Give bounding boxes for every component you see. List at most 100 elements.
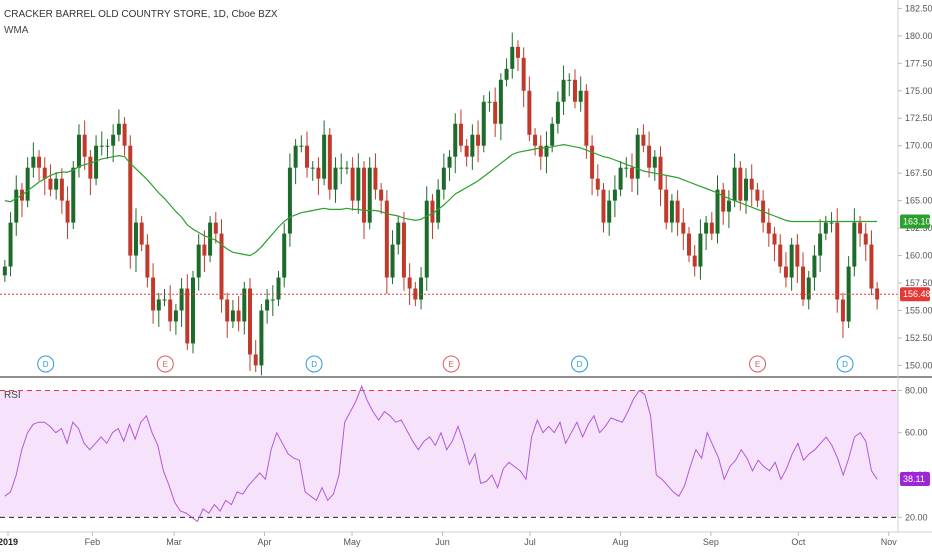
candle[interactable] — [139, 216, 144, 252]
candle[interactable] — [71, 161, 76, 230]
candle[interactable] — [282, 223, 287, 288]
candle[interactable] — [76, 124, 81, 178]
candle[interactable] — [287, 153, 292, 247]
candle[interactable] — [476, 120, 481, 163]
candle[interactable] — [265, 289, 270, 324]
candle[interactable] — [133, 208, 138, 273]
candle[interactable] — [561, 65, 566, 115]
candle[interactable] — [629, 153, 634, 192]
candle[interactable] — [407, 263, 412, 305]
candle[interactable] — [726, 190, 731, 229]
earnings-marker[interactable]: E — [442, 355, 460, 373]
candle[interactable] — [801, 252, 806, 307]
candle[interactable] — [732, 153, 737, 208]
candle[interactable] — [595, 164, 600, 197]
candle[interactable] — [487, 91, 492, 112]
candle[interactable] — [82, 120, 87, 170]
candle[interactable] — [681, 208, 686, 251]
candle[interactable] — [305, 131, 310, 178]
candle[interactable] — [339, 153, 344, 185]
candle[interactable] — [128, 135, 133, 269]
candle[interactable] — [253, 340, 258, 372]
time-axis[interactable]: 2019 Feb Mar Apr May Jun Jul Aug Sep Oct Nov — [0, 532, 897, 547]
candle[interactable] — [25, 157, 30, 208]
candle[interactable] — [116, 109, 121, 142]
candle[interactable] — [367, 157, 372, 230]
candle[interactable] — [151, 263, 156, 324]
candle[interactable] — [310, 161, 315, 181]
candle[interactable] — [230, 300, 235, 329]
candle[interactable] — [641, 124, 646, 153]
candle[interactable] — [544, 131, 549, 174]
candle[interactable] — [213, 212, 218, 244]
candle[interactable] — [430, 194, 435, 240]
candle[interactable] — [675, 190, 680, 236]
candle[interactable] — [441, 153, 446, 200]
candle[interactable] — [601, 183, 606, 233]
dividend-marker[interactable]: D — [37, 355, 55, 373]
candle[interactable] — [458, 109, 463, 153]
candle[interactable] — [709, 212, 714, 241]
dividend-marker[interactable]: D — [836, 355, 854, 373]
candle[interactable] — [766, 208, 771, 247]
candle[interactable] — [333, 157, 338, 203]
candle[interactable] — [54, 172, 59, 200]
candle[interactable] — [242, 281, 247, 335]
candle[interactable] — [316, 157, 321, 196]
candle[interactable] — [190, 270, 195, 354]
candle[interactable] — [327, 128, 332, 200]
candle[interactable] — [225, 292, 230, 338]
candle[interactable] — [669, 194, 674, 233]
candle[interactable] — [59, 168, 64, 214]
candle[interactable] — [493, 87, 498, 137]
candle[interactable] — [208, 216, 213, 263]
candle[interactable] — [755, 183, 760, 208]
candle[interactable] — [652, 150, 657, 181]
candle[interactable] — [806, 270, 811, 310]
candle[interactable] — [533, 128, 538, 156]
candle[interactable] — [749, 164, 754, 207]
candle[interactable] — [48, 164, 53, 197]
candle[interactable] — [647, 131, 652, 178]
dividend-marker[interactable]: D — [305, 355, 323, 373]
candle[interactable] — [396, 216, 401, 255]
candle[interactable] — [65, 186, 70, 240]
candle[interactable] — [612, 175, 617, 218]
candle[interactable] — [162, 289, 167, 307]
candle[interactable] — [299, 135, 304, 153]
candle[interactable] — [555, 91, 560, 134]
candle[interactable] — [869, 230, 874, 296]
rsi-label[interactable]: RSI — [4, 390, 21, 401]
candle[interactable] — [94, 135, 99, 186]
candle[interactable] — [464, 139, 469, 167]
candle[interactable] — [744, 168, 749, 214]
candle[interactable] — [384, 190, 389, 295]
candle[interactable] — [578, 76, 583, 112]
candle[interactable] — [99, 131, 104, 156]
candle[interactable] — [322, 120, 327, 186]
candle[interactable] — [88, 150, 93, 196]
candle[interactable] — [521, 47, 526, 108]
candle[interactable] — [538, 135, 543, 170]
candle[interactable] — [704, 216, 709, 251]
candle[interactable] — [527, 76, 532, 142]
price-axis[interactable]: 182.50 180.00 177.50 175.00 172.50 170.00 167.… — [898, 3, 932, 370]
candle[interactable] — [624, 157, 629, 178]
candle[interactable] — [276, 270, 281, 307]
candle[interactable] — [812, 245, 817, 291]
candle[interactable] — [145, 234, 150, 288]
candle[interactable] — [658, 146, 663, 207]
candle[interactable] — [715, 175, 720, 244]
earnings-marker[interactable]: E — [156, 355, 174, 373]
candle[interactable] — [498, 73, 503, 141]
candle[interactable] — [179, 278, 184, 327]
candle[interactable] — [567, 73, 572, 97]
candle[interactable] — [350, 157, 355, 211]
candle[interactable] — [664, 175, 669, 230]
candle[interactable] — [185, 274, 190, 351]
candle[interactable] — [105, 139, 110, 159]
candle[interactable] — [795, 234, 800, 284]
candle[interactable] — [692, 245, 697, 277]
candle[interactable] — [31, 142, 36, 178]
